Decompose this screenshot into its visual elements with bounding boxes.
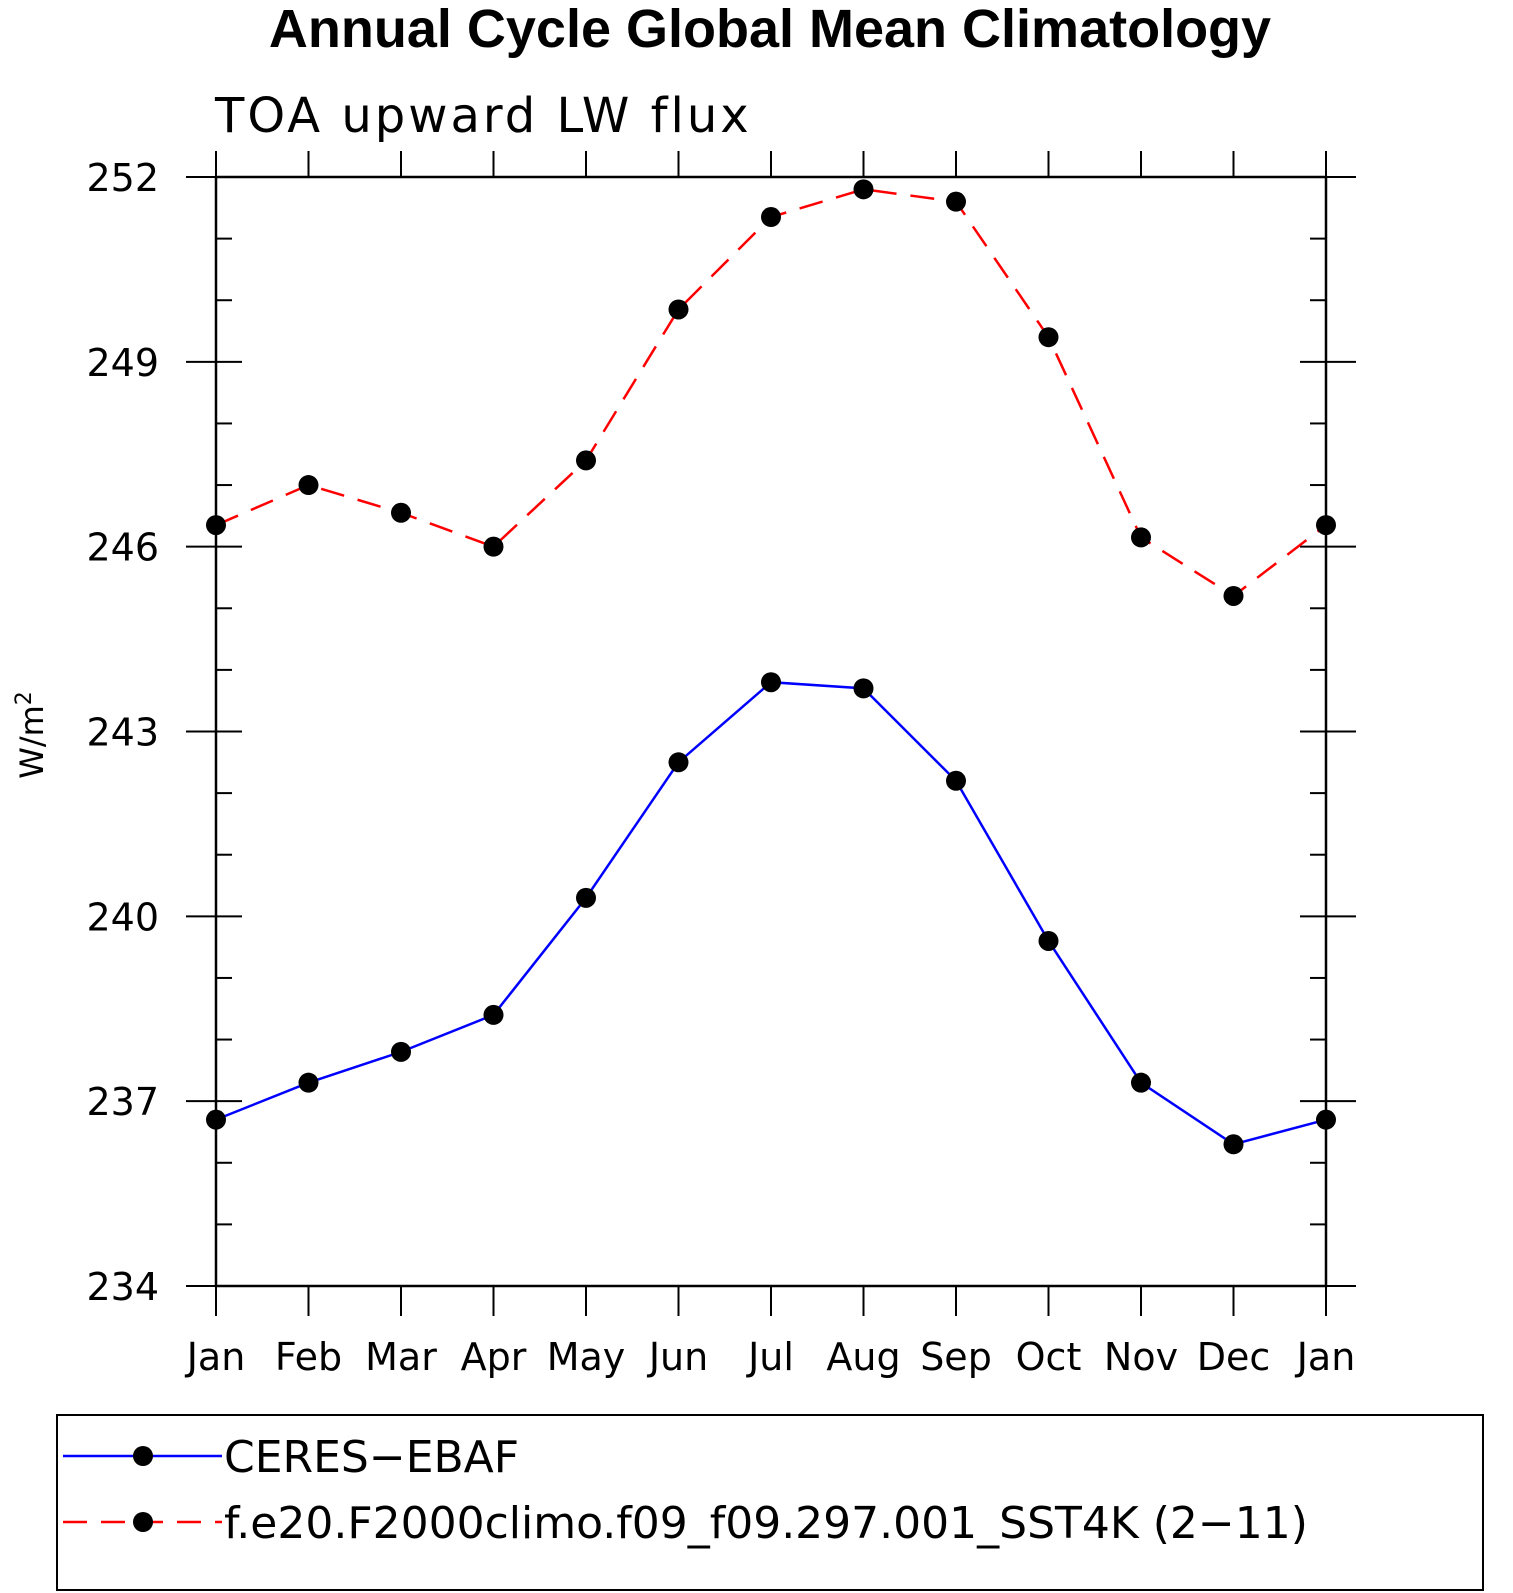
x-tick-label: Nov	[1104, 1335, 1178, 1379]
y-tick-label: 249	[86, 341, 159, 385]
x-tick-label: Sep	[920, 1335, 992, 1379]
y-tick-label: 246	[86, 526, 159, 570]
series-2-point	[1131, 527, 1151, 548]
series-1-point	[298, 1072, 319, 1093]
series-2-point	[853, 179, 874, 200]
legend-items: CERES−EBAF f.e20.F2000climo.f09_f09.297.0…	[63, 1432, 1308, 1549]
y-axis-label-unit: W/m	[13, 705, 51, 779]
series-2-point	[668, 299, 689, 320]
series-1-point	[668, 752, 689, 773]
y-tick-label: 243	[86, 711, 159, 755]
series-2-point	[1038, 327, 1059, 348]
legend-box	[56, 1414, 1484, 1591]
x-tick-label: Aug	[826, 1335, 900, 1379]
legend-label-2: f.e20.F2000climo.f09_f09.297.001_SST4K (…	[224, 1498, 1308, 1549]
legend: CERES−EBAF f.e20.F2000climo.f09_f09.297.0…	[56, 1414, 1484, 1591]
series-1-point	[761, 672, 781, 693]
series-2-point	[483, 536, 504, 557]
series-1-point	[576, 887, 596, 908]
y-axis-label-superscript: 2	[12, 691, 37, 705]
y-tick-label: 234	[86, 1265, 159, 1309]
series-1-point	[853, 678, 874, 699]
y-tick-labels: 234 237 240 243 246 249 252	[86, 156, 159, 1309]
series-line-1	[215, 680, 1327, 1146]
series-1-point	[391, 1041, 411, 1062]
legend-marker-2	[133, 1512, 153, 1532]
x-tick-labels: Jan Feb Mar Apr May Jun Jul Aug Sep Oct Nov Dec Jan	[185, 1335, 1356, 1379]
chart-subtitle: TOA upward LW flux	[214, 88, 752, 144]
series-line-2	[215, 188, 1327, 598]
legend-label-1: CERES−EBAF	[224, 1432, 519, 1483]
x-tick-label: Jan	[1295, 1335, 1356, 1379]
x-tick-label: Jul	[746, 1335, 794, 1379]
chart-title: Annual Cycle Global Mean Climatology	[269, 0, 1271, 59]
series-2-point	[391, 502, 411, 523]
x-tick-label: Oct	[1016, 1335, 1082, 1379]
series-1-point	[1038, 930, 1059, 951]
y-axis-label: W/m2	[12, 691, 52, 779]
series-1-point	[1223, 1134, 1244, 1155]
series-1-point	[1131, 1072, 1151, 1093]
x-tick-label: Mar	[365, 1335, 437, 1379]
series-layer	[206, 179, 1336, 1155]
legend-marker-1	[133, 1446, 153, 1466]
y-tick-label: 252	[86, 156, 159, 200]
series-1-point	[946, 770, 966, 791]
x-tick-label: Jan	[185, 1335, 246, 1379]
y-tick-label: 240	[86, 895, 159, 939]
series-2-point	[576, 450, 596, 471]
series-2-point	[761, 207, 781, 228]
plot-frame	[214, 175, 1328, 1288]
series-2-point	[1223, 585, 1244, 606]
y-tick-label: 237	[86, 1080, 159, 1124]
x-tick-label: May	[547, 1335, 626, 1379]
x-tick-label: Jun	[647, 1335, 708, 1379]
x-tick-label: Feb	[275, 1335, 342, 1379]
axis-ticks	[186, 151, 1356, 1316]
x-tick-label: Apr	[461, 1335, 527, 1379]
series-2-point	[298, 475, 319, 496]
series-1-point	[483, 1004, 504, 1025]
series-2-point	[946, 191, 966, 212]
x-tick-label: Dec	[1197, 1335, 1271, 1379]
